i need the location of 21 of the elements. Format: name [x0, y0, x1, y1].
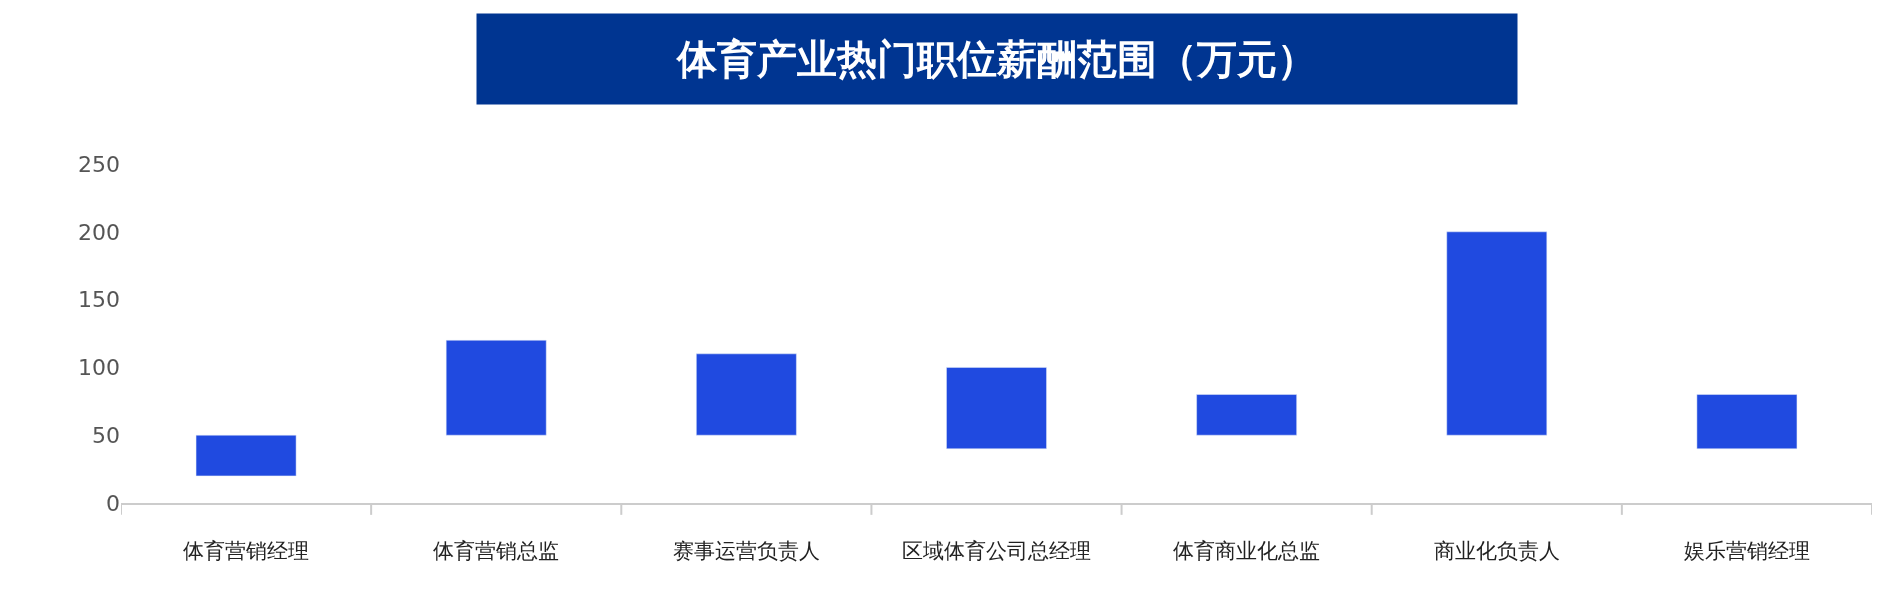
x-tick-label: 体育商业化总监 — [1173, 539, 1321, 564]
x-tick-label: 娱乐营销经理 — [1683, 539, 1810, 564]
y-tick-label: 250 — [78, 151, 120, 177]
bar — [195, 434, 297, 477]
y-tick-label: 200 — [78, 219, 120, 245]
bar — [946, 367, 1047, 450]
y-tick-label: 0 — [106, 490, 120, 516]
bar — [1196, 394, 1297, 436]
y-tick-label: 150 — [78, 287, 120, 313]
x-tick-label: 商业化负责人 — [1433, 539, 1560, 564]
bar — [1696, 394, 1798, 450]
x-tick-label: 体育营销经理 — [183, 539, 310, 564]
bar — [445, 340, 547, 436]
x-tick-label: 赛事运营负责人 — [672, 539, 820, 564]
x-tick-label: 体育营销总监 — [433, 539, 560, 564]
chart-title: 体育产业热门职位薪酬范围（万元） — [675, 36, 1318, 82]
bar — [696, 353, 797, 436]
y-tick-label: 100 — [78, 355, 120, 381]
x-tick-label: 区域体育公司总经理 — [902, 539, 1091, 564]
bar — [1446, 231, 1548, 436]
y-tick-label: 50 — [92, 422, 120, 448]
